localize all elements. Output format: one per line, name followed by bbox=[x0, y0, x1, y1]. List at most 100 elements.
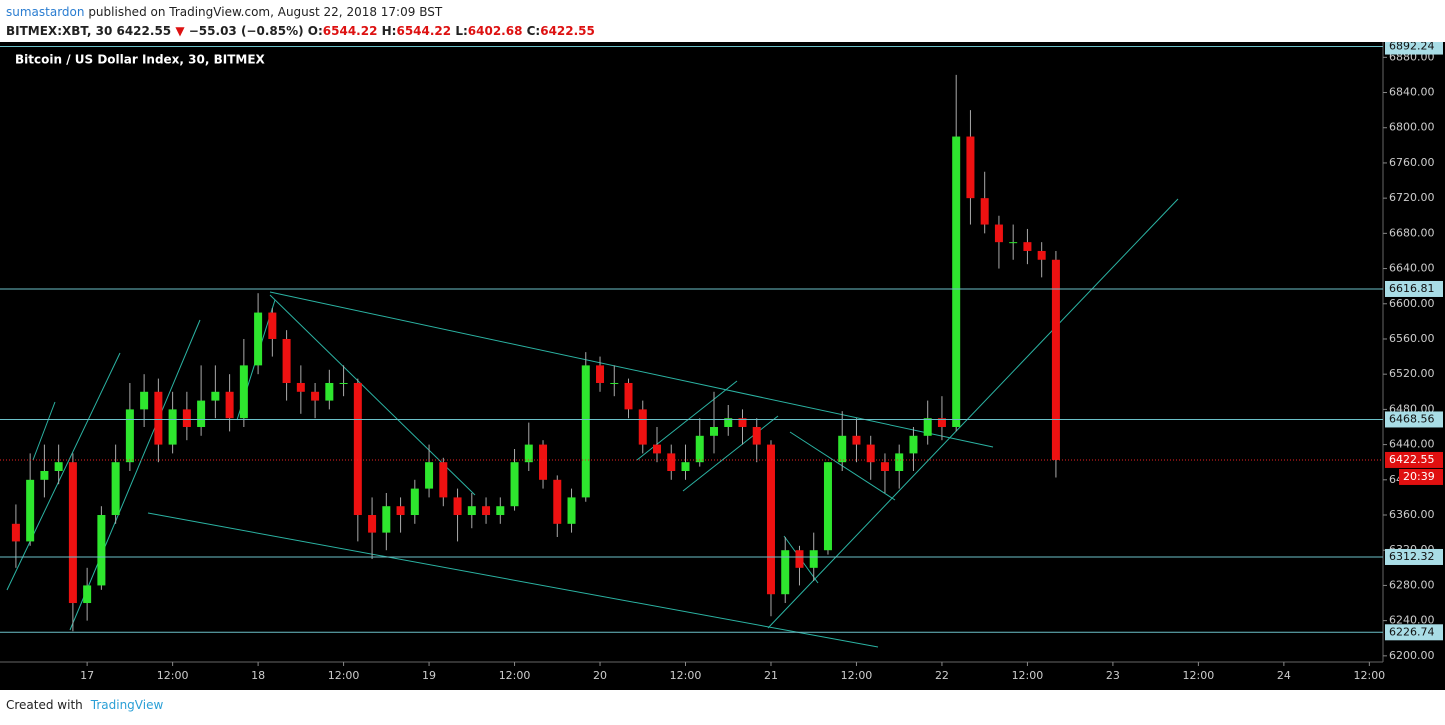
x-tick-label: 21 bbox=[764, 669, 778, 682]
candle-body bbox=[852, 435, 861, 445]
symbol: BITMEX:XBT, 30 bbox=[6, 24, 113, 38]
x-tick-label: 12:00 bbox=[1183, 669, 1215, 682]
candle-body bbox=[610, 382, 619, 384]
candle-body bbox=[994, 224, 1003, 243]
price-level-box bbox=[1385, 624, 1443, 641]
candle-body bbox=[410, 488, 419, 516]
change: −55.03 (−0.85%) bbox=[188, 24, 304, 38]
candle-body bbox=[766, 444, 775, 595]
candle-body bbox=[966, 136, 975, 199]
candle-body bbox=[97, 515, 106, 586]
y-tick-label: 6680.00 bbox=[1389, 226, 1435, 239]
candle-body bbox=[1037, 250, 1046, 260]
candle-body bbox=[752, 426, 761, 445]
candle-body bbox=[425, 462, 434, 489]
candle-body bbox=[296, 382, 305, 392]
header: sumastardon published on TradingView.com… bbox=[6, 3, 595, 41]
x-tick-label: 23 bbox=[1106, 669, 1120, 682]
candle-body bbox=[311, 391, 320, 401]
candle-body bbox=[68, 462, 77, 604]
y-tick-label: 6720.00 bbox=[1389, 191, 1435, 204]
candle-body bbox=[524, 444, 533, 463]
candle-body bbox=[624, 382, 633, 410]
x-tick-label: 12:00 bbox=[841, 669, 873, 682]
candle-body bbox=[667, 453, 676, 472]
price-level-label: 6892.24 bbox=[1389, 42, 1435, 53]
candle-body bbox=[368, 515, 377, 533]
candle-body bbox=[83, 585, 92, 604]
x-tick-label: 12:00 bbox=[328, 669, 360, 682]
candle-body bbox=[467, 506, 476, 516]
candle-body bbox=[382, 506, 391, 533]
candle-body bbox=[168, 409, 177, 445]
price-level-box bbox=[1385, 280, 1443, 297]
high: 6544.22 bbox=[396, 24, 452, 38]
y-tick-label: 6800.00 bbox=[1389, 121, 1435, 134]
last-price-box bbox=[1385, 451, 1443, 468]
candle-body bbox=[496, 506, 505, 516]
y-tick-label: 6280.00 bbox=[1389, 578, 1435, 591]
candle-body bbox=[396, 506, 405, 516]
x-tick-label: 12:00 bbox=[499, 669, 531, 682]
candle-body bbox=[880, 462, 889, 472]
h-label: H: bbox=[381, 24, 397, 38]
candle-body bbox=[923, 418, 932, 436]
candle-body bbox=[140, 391, 149, 410]
candle-body bbox=[353, 382, 362, 516]
candle-body bbox=[866, 444, 875, 463]
published: published on TradingView.com, August 22,… bbox=[84, 5, 443, 19]
candle-body bbox=[909, 435, 918, 454]
x-tick-label: 17 bbox=[80, 669, 94, 682]
candle-body bbox=[980, 198, 989, 225]
background bbox=[0, 42, 1445, 690]
candle-body bbox=[125, 409, 134, 463]
y-tick-label: 6760.00 bbox=[1389, 156, 1435, 169]
user-link[interactable]: sumastardon bbox=[6, 5, 85, 19]
candle-body bbox=[553, 479, 562, 524]
candle-body bbox=[738, 418, 747, 427]
candle-body bbox=[653, 444, 662, 454]
candle-body bbox=[239, 365, 248, 419]
x-tick-label: 22 bbox=[935, 669, 949, 682]
x-tick-label: 24 bbox=[1277, 669, 1291, 682]
candle-body bbox=[154, 391, 163, 445]
y-tick-label: 6600.00 bbox=[1389, 297, 1435, 310]
price-level-box bbox=[1385, 411, 1443, 428]
candle-body bbox=[225, 391, 234, 419]
candle-body bbox=[937, 418, 946, 427]
y-tick-label: 6520.00 bbox=[1389, 367, 1435, 380]
candle-body bbox=[695, 435, 704, 463]
candle-body bbox=[1023, 242, 1032, 251]
y-tick-label: 6360.00 bbox=[1389, 508, 1435, 521]
chart: Bitcoin / US Dollar Index, 30, BITMEX 62… bbox=[0, 42, 1445, 690]
y-tick-label: 6440.00 bbox=[1389, 438, 1435, 451]
candle-body bbox=[709, 426, 718, 436]
o-label: O: bbox=[307, 24, 323, 38]
candle-body bbox=[539, 444, 548, 480]
chart-title: Bitcoin / US Dollar Index, 30, BITMEX bbox=[15, 53, 266, 67]
x-tick-label: 20 bbox=[593, 669, 607, 682]
candle-body bbox=[809, 550, 818, 568]
x-tick-label: 19 bbox=[422, 669, 436, 682]
y-tick-label: 6840.00 bbox=[1389, 86, 1435, 99]
x-tick-label: 12:00 bbox=[1012, 669, 1044, 682]
candle-body bbox=[895, 453, 904, 472]
candle-body bbox=[268, 312, 277, 339]
footer: Created with TradingView bbox=[6, 698, 164, 712]
candle-body bbox=[182, 409, 191, 427]
candle-body bbox=[325, 382, 334, 401]
price-level-label: 6226.74 bbox=[1389, 625, 1435, 638]
candle-body bbox=[211, 391, 220, 401]
c-label: C: bbox=[526, 24, 541, 38]
arrow: ▼ bbox=[175, 24, 185, 38]
candle-body bbox=[453, 497, 462, 516]
y-tick-label: 6560.00 bbox=[1389, 332, 1435, 345]
candle-body bbox=[567, 497, 576, 524]
x-tick-label: 12:00 bbox=[157, 669, 189, 682]
candle-body bbox=[838, 435, 847, 463]
candle-body bbox=[439, 462, 448, 498]
candle-body bbox=[197, 400, 206, 427]
close: 6422.55 bbox=[540, 24, 595, 38]
open: 6544.22 bbox=[322, 24, 378, 38]
